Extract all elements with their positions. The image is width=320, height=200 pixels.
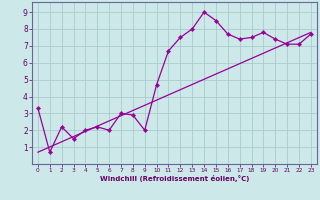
X-axis label: Windchill (Refroidissement éolien,°C): Windchill (Refroidissement éolien,°C)	[100, 175, 249, 182]
